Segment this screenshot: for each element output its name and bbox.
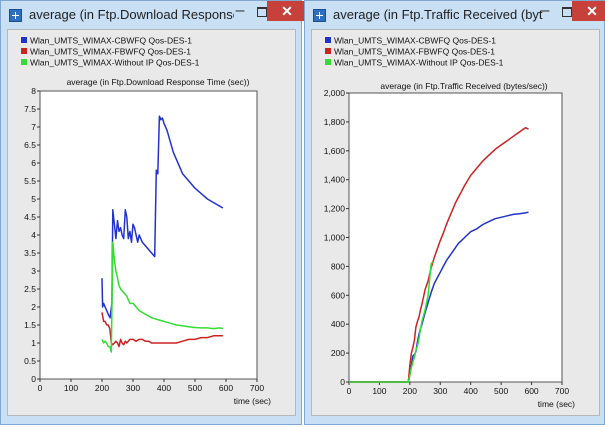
y-tick-label: 5.5 [24,176,36,186]
x-tick-label: 600 [219,383,233,393]
plot-title: average (in Ftp.Download Response Time (… [67,77,250,87]
y-tick-label: 2 [31,302,36,312]
y-tick-label: 4.5 [24,212,36,222]
legend-label: Wlan_UMTS_WIMAX-FBWFQ Qos-DES-1 [334,47,495,57]
y-tick-label: 1.5 [24,320,36,330]
y-tick-label: 0 [31,374,36,384]
graph-pane: Wlan_UMTS_WIMAX-CBWFQ Qos-DES-1 Wlan_UMT… [311,29,600,416]
window-download-response-time: average (in Ftp.Download Response Time (… [0,0,307,425]
close-button[interactable]: ✕ [572,1,605,21]
title-bar[interactable]: average (in Ftp.Download Response Time (… [1,1,307,29]
legend-swatch [325,37,331,43]
y-tick-label: 1,400 [324,175,346,185]
plot-title: average (in Ftp.Traffic Received (bytes/… [380,81,547,91]
x-tick-label: 700 [250,383,264,393]
y-tick-label: 3 [31,266,36,276]
series-line-1 [101,115,224,319]
y-tick-label: 3.5 [24,248,36,258]
series-line-3 [101,241,224,353]
y-tick-label: 4 [31,230,36,240]
x-tick-label: 200 [403,386,417,396]
y-tick-label: 5 [31,194,36,204]
y-tick-label: 1 [31,338,36,348]
app-icon[interactable] [313,9,326,22]
close-button[interactable]: ✕ [267,1,307,21]
y-tick-label: 1,200 [324,204,346,214]
maximize-button[interactable] [251,3,273,21]
y-tick-label: 7 [31,122,36,132]
series-line-3 [349,261,434,383]
x-tick-label: 700 [555,386,569,396]
x-axis-label: time (sec) [234,396,271,406]
legend-swatch [21,37,27,43]
x-tick-label: 400 [464,386,478,396]
app-icon[interactable] [9,9,22,22]
x-tick-label: 100 [64,383,78,393]
y-tick-label: 8 [31,86,36,96]
minimize-button[interactable]: – [540,2,550,19]
y-tick-label: 200 [331,348,345,358]
x-tick-label: 400 [157,383,171,393]
maximize-button[interactable] [556,3,578,21]
legend-label: Wlan_UMTS_WIMAX-FBWFQ Qos-DES-1 [30,47,191,57]
window-title: average (in Ftp.Traffic Received (bytes/… [333,7,543,22]
x-tick-label: 0 [38,383,43,393]
legend-label: Wlan_UMTS_WIMAX-CBWFQ Qos-DES-1 [30,36,192,46]
x-tick-label: 300 [126,383,140,393]
y-tick-label: 0 [340,377,345,387]
chart-traffic-received: Wlan_UMTS_WIMAX-CBWFQ Qos-DES-1 Wlan_UMT… [324,36,575,410]
legend-swatch [21,48,27,54]
y-tick-label: 1,800 [324,117,346,127]
chart-download-response-time: Wlan_UMTS_WIMAX-CBWFQ Qos-DES-1 Wlan_UMT… [21,36,271,406]
x-axis-label: time (sec) [538,399,575,409]
legend-label: Wlan_UMTS_WIMAX-Without IP Qos-DES-1 [334,58,504,68]
y-tick-label: 0.5 [24,356,36,366]
maximize-icon [562,7,572,17]
y-tick-label: 800 [331,261,345,271]
x-tick-label: 500 [188,383,202,393]
y-tick-label: 600 [331,290,345,300]
legend-label: Wlan_UMTS_WIMAX-CBWFQ Qos-DES-1 [334,36,496,46]
window-traffic-received: average (in Ftp.Traffic Received (bytes/… [304,0,605,425]
y-tick-label: 2.5 [24,284,36,294]
maximize-icon [257,7,267,17]
y-tick-label: 1,000 [324,233,346,243]
plot-area [39,90,258,380]
legend-swatch [325,59,331,65]
legend-swatch [325,48,331,54]
y-tick-label: 6 [31,158,36,168]
y-tick-label: 7.5 [24,104,36,114]
x-tick-label: 500 [494,386,508,396]
legend-label: Wlan_UMTS_WIMAX-Without IP Qos-DES-1 [30,58,200,68]
series-line-2 [349,126,529,383]
x-tick-label: 100 [372,386,386,396]
x-tick-label: 0 [347,386,352,396]
y-tick-label: 6.5 [24,140,36,150]
x-tick-label: 300 [433,386,447,396]
y-tick-label: 400 [331,319,345,329]
x-tick-label: 600 [524,386,538,396]
legend-swatch [21,59,27,65]
graph-pane: Wlan_UMTS_WIMAX-CBWFQ Qos-DES-1 Wlan_UMT… [7,29,296,416]
minimize-button[interactable]: – [235,2,245,19]
window-title: average (in Ftp.Download Response Time (… [29,7,234,22]
title-bar[interactable]: average (in Ftp.Traffic Received (bytes/… [305,1,605,29]
y-tick-label: 1,600 [324,146,346,156]
plot-area [348,92,563,383]
x-tick-label: 200 [95,383,109,393]
y-tick-label: 2,000 [324,88,346,98]
